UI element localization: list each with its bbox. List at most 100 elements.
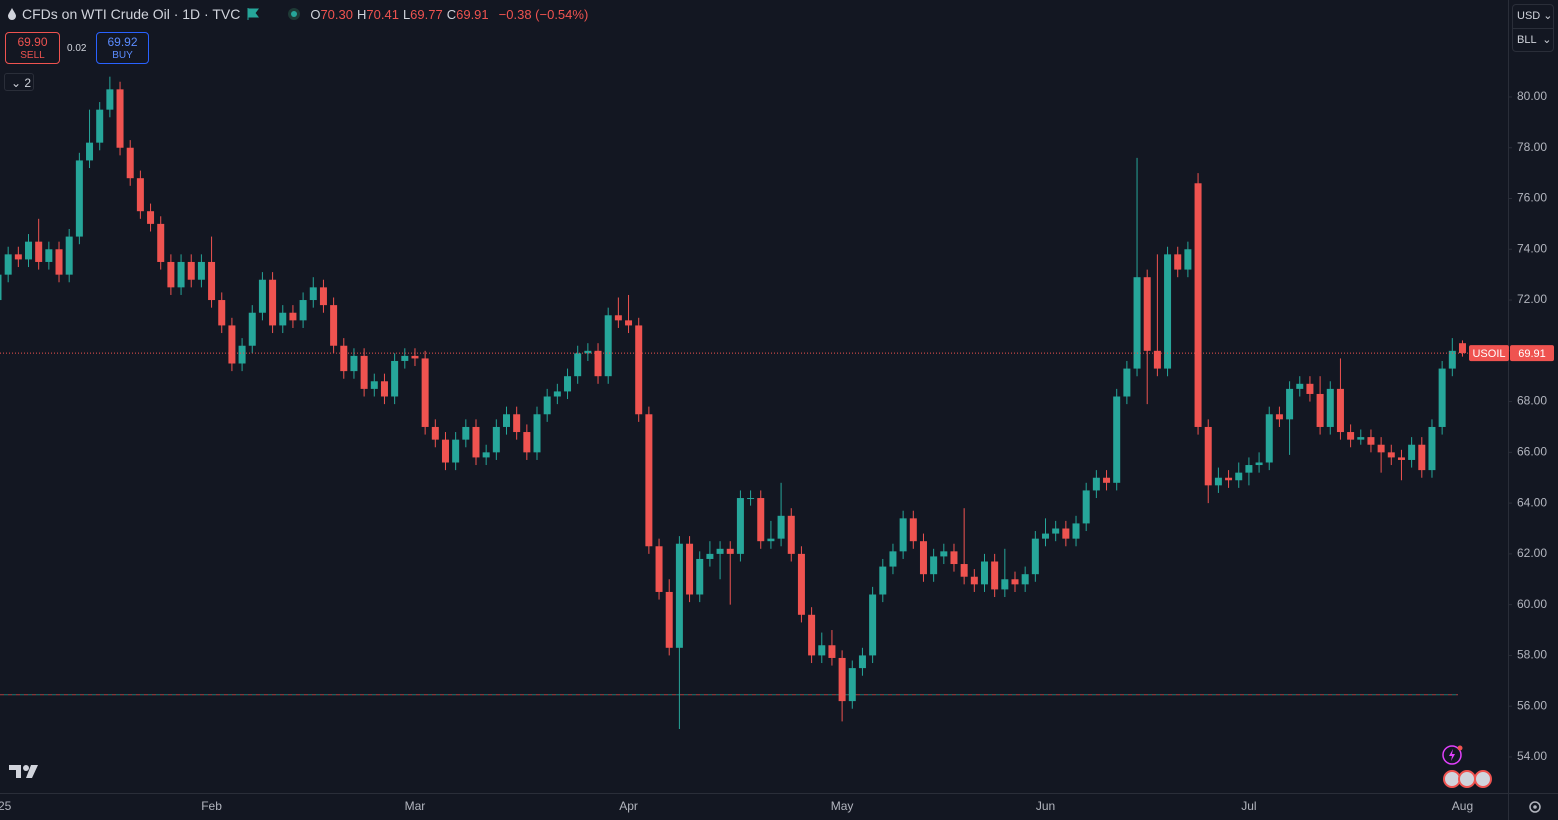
candle-body xyxy=(472,426,480,458)
candle-body xyxy=(1357,437,1365,440)
plot: 54.00 56.00 58.00 60.00 62.00 64.00 66.00 68.00… xyxy=(0,76,1547,813)
tv-logo xyxy=(9,765,38,778)
candle-body xyxy=(716,548,724,554)
currency-text: USD xyxy=(1517,10,1541,22)
x-tick-label: Feb xyxy=(201,799,222,813)
field-value: 69.77 xyxy=(410,7,443,22)
candle-body xyxy=(1367,437,1375,445)
candle-body xyxy=(25,241,33,260)
candle-body xyxy=(909,518,917,542)
candle-body xyxy=(696,558,704,595)
buy-button[interactable]: 69.92 BUY xyxy=(96,32,149,64)
indicator-toggle[interactable]: ⌄ 2 xyxy=(4,73,34,91)
news-icons xyxy=(1442,745,1492,788)
candle-body xyxy=(1164,254,1172,369)
candle-body xyxy=(970,576,978,585)
candle-body xyxy=(1042,533,1050,539)
candle-body xyxy=(1255,462,1263,466)
candle-body xyxy=(482,452,490,458)
candle-body xyxy=(848,668,856,702)
candle-body xyxy=(75,160,83,237)
x-tick-label: Aug xyxy=(1452,799,1473,813)
currency: USD ⌄ xyxy=(1513,5,1553,29)
candle-body xyxy=(757,498,765,542)
candle-body xyxy=(431,426,439,440)
candle-body xyxy=(1072,523,1080,539)
candle-body xyxy=(1153,350,1161,369)
candle-body xyxy=(1387,452,1395,458)
candle-body xyxy=(452,439,460,463)
y-tick-label: 78.00 xyxy=(1517,140,1547,154)
price-tag-label: 69.91 xyxy=(1518,348,1546,360)
x-tick-label: 2025 xyxy=(0,799,12,813)
candle-body xyxy=(930,556,938,575)
field-key: H xyxy=(357,7,367,22)
candle-body xyxy=(1113,396,1121,483)
candle-body xyxy=(787,515,795,554)
candle-body xyxy=(1143,277,1151,351)
candle-body xyxy=(309,287,317,301)
candle-body xyxy=(1011,579,1019,585)
candle-body xyxy=(330,305,338,346)
legend-title: CFDs on WTI Crude Oil · 1D · TVC xyxy=(22,6,241,22)
candle-body xyxy=(1031,538,1039,575)
candle-body xyxy=(1286,388,1294,420)
sell-label: SELL xyxy=(20,50,45,61)
candle-body xyxy=(238,345,246,364)
x-tick-label: Mar xyxy=(405,799,426,813)
candle-body xyxy=(1204,426,1212,486)
candle-body xyxy=(1448,350,1456,369)
candle-body xyxy=(106,89,114,110)
field-key: C xyxy=(446,7,457,22)
candle-body xyxy=(645,414,653,547)
candle-body xyxy=(1092,477,1100,491)
candle-body xyxy=(421,358,429,427)
settings-icon[interactable] xyxy=(1529,801,1541,813)
x-tick-label: Apr xyxy=(619,799,638,813)
candle-body xyxy=(879,566,887,595)
candle-body xyxy=(1103,477,1111,483)
indicator-count: 2 xyxy=(24,76,32,90)
candle-body xyxy=(228,325,236,364)
candle-body xyxy=(1174,254,1182,270)
currency-unit[interactable]: USD ⌄ BLL ⌄ xyxy=(1512,4,1554,52)
x-tick-label: Jul xyxy=(1241,799,1256,813)
candle-body xyxy=(1194,183,1202,427)
candle-body xyxy=(401,355,409,361)
candle-body xyxy=(319,287,327,306)
y-tick-label: 72.00 xyxy=(1517,292,1547,306)
candle-body xyxy=(604,315,612,377)
candle-body xyxy=(1316,393,1324,427)
candle-body xyxy=(665,591,673,648)
candle-body xyxy=(818,645,826,656)
candle-body xyxy=(441,439,449,463)
candle-body xyxy=(980,561,988,585)
candle-body xyxy=(1184,249,1192,270)
candle-body xyxy=(533,414,541,453)
symbol-label: USOIL xyxy=(1472,348,1505,360)
candle-body xyxy=(767,538,775,542)
candle-body xyxy=(1418,444,1426,471)
candle-body xyxy=(1082,490,1090,524)
candle-body xyxy=(218,300,226,326)
spread: 0.02 xyxy=(67,43,87,54)
sell-button[interactable]: 69.90 SELL xyxy=(5,32,60,64)
candle-body xyxy=(411,355,419,359)
candle-body xyxy=(462,426,470,440)
candle-body xyxy=(950,551,958,565)
candle-body xyxy=(279,312,287,326)
x-tick-label: Jun xyxy=(1036,799,1055,813)
candle-body xyxy=(96,109,104,143)
candle-body xyxy=(1377,444,1385,453)
candle-body xyxy=(503,414,510,427)
candle-body xyxy=(574,353,582,377)
y-tick-label: 76.00 xyxy=(1517,191,1547,205)
candle-body xyxy=(940,551,948,557)
candle-body xyxy=(116,89,124,148)
y-tick-label: 66.00 xyxy=(1517,445,1547,459)
candle-body xyxy=(208,261,216,301)
candle-body xyxy=(726,548,734,554)
buy-label: BUY xyxy=(112,50,133,61)
candle-body xyxy=(543,396,551,415)
